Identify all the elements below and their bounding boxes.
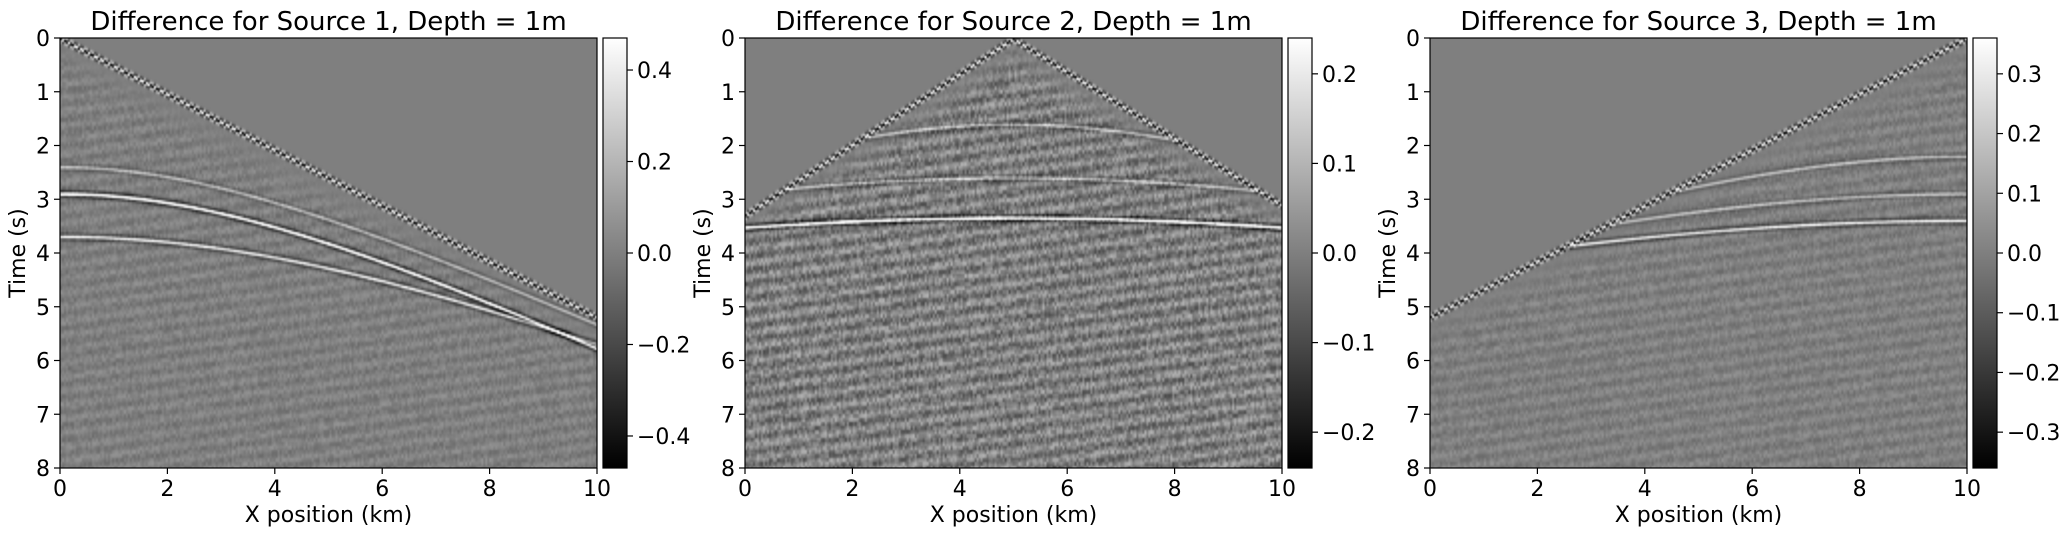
colorbar-tick-label: 0.2 [1322, 63, 1357, 88]
x-tick-label: 8 [1168, 477, 1182, 502]
colorbar-tick-label: 0.3 [2007, 63, 2042, 88]
x-tick-label: 4 [953, 477, 967, 502]
colorbar-tick-label: 0.0 [637, 242, 672, 267]
y-tick-label: 8 [721, 457, 735, 482]
seismic-image [1430, 38, 1967, 468]
x-tick-label: 4 [1638, 477, 1652, 502]
subplot-2: Difference for Source 2, Depth = 1m 0 2 4 6 8… [691, 7, 1375, 528]
colorbar-tick-label: 0.1 [1322, 152, 1357, 177]
y-tick-label: 7 [721, 403, 735, 428]
y-tick-label: 6 [36, 350, 50, 375]
colorbar-tick-label: 0.0 [2007, 242, 2042, 267]
y-tick-label: 5 [721, 296, 735, 321]
y-tick-label: 7 [36, 403, 50, 428]
y-tick-label: 4 [1406, 242, 1420, 267]
colorbar [1287, 37, 1313, 469]
x-tick-label: 8 [1853, 477, 1867, 502]
colorbar-tick-label: 0.2 [637, 151, 672, 176]
x-tick-label: 2 [845, 477, 859, 502]
y-tick-label: 0 [721, 27, 735, 52]
y-tick-label: 1 [721, 81, 735, 106]
y-tick-label: 6 [1406, 350, 1420, 375]
x-tick-label: 0 [738, 477, 752, 502]
y-tick-label: 2 [1406, 135, 1420, 160]
colorbar-tick-label: 0.1 [2007, 182, 2042, 207]
x-tick-label: 10 [1268, 477, 1296, 502]
x-tick-label: 0 [53, 477, 67, 502]
colorbar-tick-label: −0.1 [2007, 302, 2060, 327]
y-tick-label: 5 [36, 296, 50, 321]
colorbar-tick-label: −0.2 [1322, 421, 1375, 446]
colorbar-tick-label: −0.2 [2007, 361, 2060, 386]
chart-title: Difference for Source 1, Depth = 1m [90, 7, 566, 37]
y-tick-label: 6 [721, 350, 735, 375]
colorbar [1972, 37, 1998, 469]
y-axis-label: Time (s) [1376, 208, 1401, 298]
y-tick-label: 4 [721, 242, 735, 267]
y-tick-label: 1 [36, 81, 50, 106]
colorbar-tick-label: −0.1 [1322, 332, 1375, 357]
x-tick-label: 6 [375, 477, 389, 502]
x-tick-label: 2 [1530, 477, 1544, 502]
colorbar-tick-label: −0.4 [637, 425, 690, 450]
y-axis-label: Time (s) [6, 208, 31, 298]
x-tick-label: 2 [160, 477, 174, 502]
subplot-3: Difference for Source 3, Depth = 1m 0 2 4 6 8… [1376, 7, 2060, 528]
y-tick-label: 0 [1406, 27, 1420, 52]
x-axis-label: X position (km) [930, 503, 1098, 528]
x-tick-label: 6 [1060, 477, 1074, 502]
colorbar-tick-label: 0.4 [637, 59, 672, 84]
y-tick-label: 8 [1406, 457, 1420, 482]
colorbar-tick-label: 0.0 [1322, 242, 1357, 267]
x-tick-label: 6 [1745, 477, 1759, 502]
y-tick-label: 3 [36, 188, 50, 213]
x-tick-label: 4 [268, 477, 282, 502]
x-axis-label: X position (km) [245, 503, 413, 528]
y-axis-label: Time (s) [691, 208, 716, 298]
y-tick-label: 3 [721, 188, 735, 213]
x-tick-label: 0 [1423, 477, 1437, 502]
y-tick-label: 2 [36, 135, 50, 160]
x-tick-label: 10 [583, 477, 611, 502]
y-tick-label: 5 [1406, 296, 1420, 321]
seismic-image [745, 38, 1282, 468]
y-tick-label: 8 [36, 457, 50, 482]
y-tick-label: 1 [1406, 81, 1420, 106]
y-tick-label: 3 [1406, 188, 1420, 213]
colorbar-tick-label: −0.3 [2007, 421, 2060, 446]
seismic-image [60, 38, 597, 468]
subplot-1: Difference for Source 1, Depth = 1m 0 2 4 6 8… [6, 7, 690, 528]
colorbar-tick-label: 0.2 [2007, 123, 2042, 148]
y-tick-label: 0 [36, 27, 50, 52]
y-tick-label: 4 [36, 242, 50, 267]
x-axis-label: X position (km) [1615, 503, 1783, 528]
x-tick-label: 8 [483, 477, 497, 502]
colorbar-tick-label: −0.2 [637, 333, 690, 358]
y-tick-label: 2 [721, 135, 735, 160]
chart-title: Difference for Source 2, Depth = 1m [775, 7, 1251, 37]
colorbar [602, 37, 628, 469]
y-tick-label: 7 [1406, 403, 1420, 428]
x-tick-label: 10 [1953, 477, 1981, 502]
chart-title: Difference for Source 3, Depth = 1m [1460, 7, 1936, 37]
